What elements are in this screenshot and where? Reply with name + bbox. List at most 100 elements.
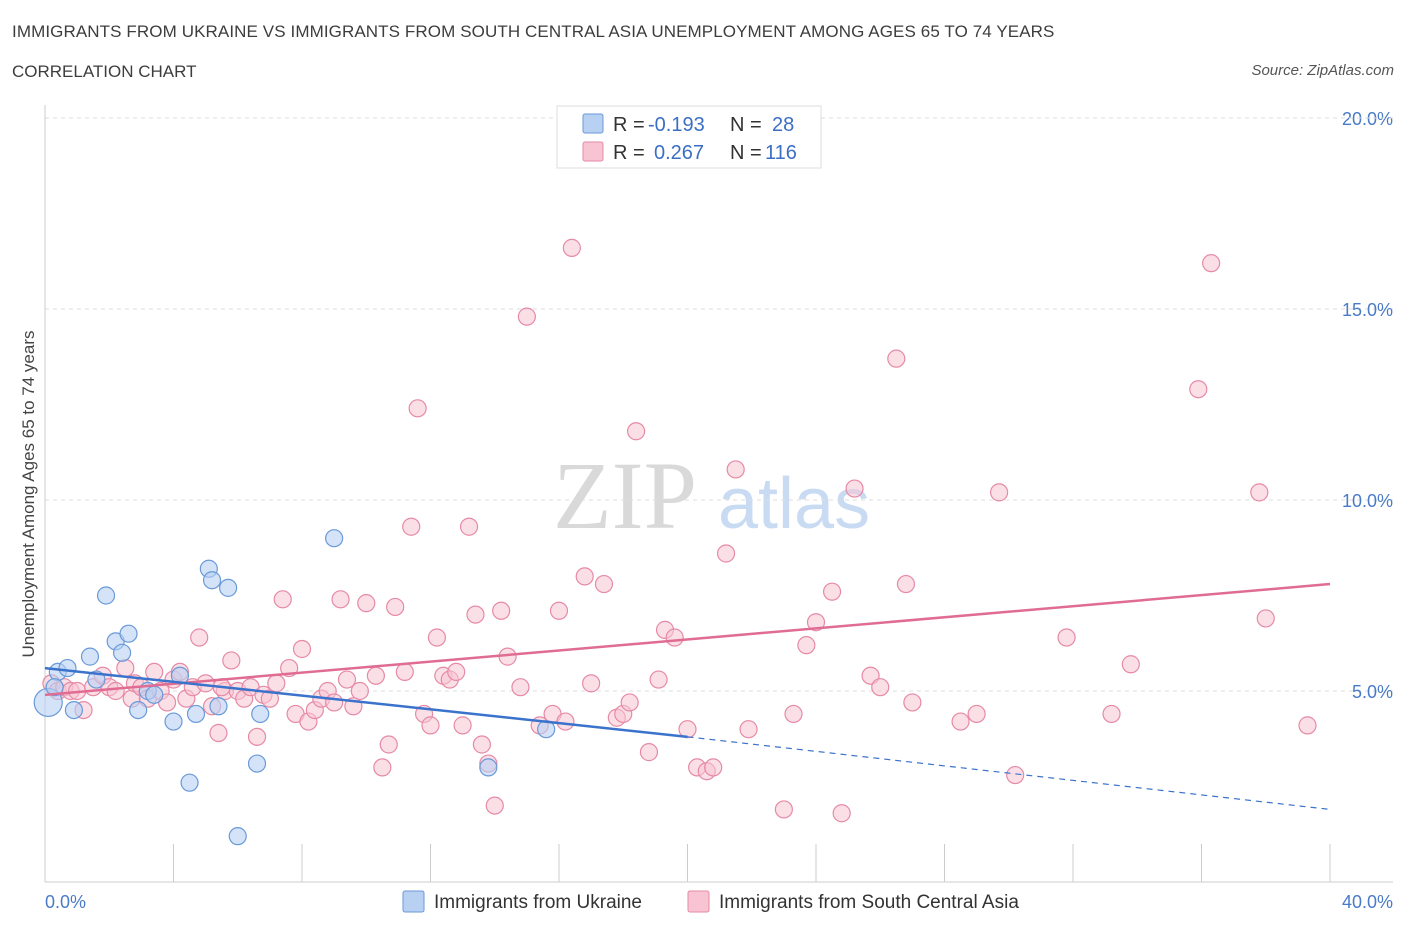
sca-point — [903, 693, 922, 712]
sca-trend-line — [44, 582, 1331, 697]
ukraine-trend-line — [44, 666, 688, 739]
source-label: Source: ZipAtlas.com — [1251, 62, 1394, 79]
sca-point — [887, 349, 906, 368]
sca-point — [447, 662, 466, 682]
sca-point — [350, 681, 369, 701]
sca-point — [1057, 628, 1076, 647]
ukraine-point — [219, 578, 238, 597]
sca-point — [967, 704, 986, 724]
y-tick-label: 5.0% — [1352, 682, 1393, 702]
sca-point — [386, 597, 405, 617]
sca-point — [784, 704, 803, 724]
sca-point — [492, 601, 511, 620]
ukraine-point — [64, 700, 84, 720]
sca-point — [620, 693, 639, 712]
x-tick-label-max: 40.0% — [1342, 892, 1393, 912]
ukraine-point — [228, 827, 247, 846]
legend: R = -0.193 N = 28 R = 0.267 N = 116 — [556, 105, 822, 169]
sca-point — [337, 670, 357, 689]
sca-point — [357, 594, 376, 613]
sca-point — [582, 674, 601, 693]
sca-point — [951, 712, 970, 731]
sca-point — [209, 723, 228, 743]
y-tick-label: 20.0% — [1342, 109, 1393, 129]
ukraine-point — [251, 704, 270, 724]
sca-point — [1256, 609, 1275, 628]
legend-n-value-ukraine: 28 — [772, 114, 794, 136]
sca-point — [247, 727, 267, 746]
sca-point — [1121, 655, 1140, 674]
legend-n-label-ukraine: N = — [730, 114, 762, 136]
sca-point — [511, 678, 530, 697]
sca-point — [190, 628, 209, 647]
sca-point — [797, 636, 816, 655]
ukraine-point — [119, 624, 138, 643]
sca-point — [716, 544, 736, 563]
ukraine-point — [45, 678, 64, 697]
ukraine-point — [96, 586, 116, 605]
ukraine-point — [58, 658, 77, 678]
ukraine-point — [209, 697, 228, 716]
bottom-legend-swatch-ukraine — [402, 890, 425, 913]
sca-point — [366, 666, 385, 685]
bottom-legend-label-ukraine: Immigrants from Ukraine — [434, 892, 642, 913]
sca-point — [373, 758, 392, 777]
sca-point — [549, 601, 569, 620]
ukraine-point — [186, 704, 206, 724]
sca-point — [665, 628, 684, 647]
ukraine-point — [80, 647, 100, 666]
axes — [44, 105, 1393, 883]
sca-point — [453, 716, 472, 735]
sca-point — [575, 567, 594, 586]
ukraine-point — [325, 529, 344, 548]
sca-point — [196, 674, 215, 693]
legend-r-label-sca: R = — [613, 142, 645, 164]
sca-point — [871, 678, 890, 697]
bottom-legend: Immigrants from Ukraine Immigrants from … — [402, 890, 1019, 913]
sca-point — [517, 307, 536, 326]
bottom-legend-label-sca: Immigrants from South Central Asia — [719, 892, 1019, 913]
watermark-atlas: atlas — [718, 464, 870, 544]
legend-r-value-ukraine: -0.193 — [648, 114, 705, 136]
legend-swatch-ukraine — [582, 113, 604, 134]
ukraine-point — [247, 754, 267, 773]
sca-point — [331, 590, 350, 609]
ukraine-point — [164, 712, 183, 731]
trend-lines — [44, 582, 1331, 811]
sca-point — [222, 651, 241, 670]
sca-point — [832, 804, 851, 823]
sca-point — [649, 670, 668, 689]
ukraine-point — [129, 700, 148, 720]
ukraine-point — [180, 773, 199, 792]
sca-point — [594, 574, 614, 594]
sca-point — [556, 712, 575, 731]
sca-point — [1006, 765, 1025, 785]
sca-point — [990, 483, 1009, 502]
sca-point — [379, 735, 398, 754]
sca-point — [739, 720, 758, 739]
legend-swatch-sca — [582, 141, 604, 162]
sca-point — [472, 735, 491, 754]
legend-n-label-sca: N = — [730, 142, 762, 164]
series-ukraine — [33, 529, 556, 846]
ukraine-point — [202, 571, 222, 590]
sca-point — [395, 662, 414, 682]
chart-subtitle: CORRELATION CHART — [12, 62, 197, 81]
sca-point — [267, 674, 286, 693]
chart-title: IMMIGRANTS FROM UKRAINE VS IMMIGRANTS FR… — [12, 22, 1055, 41]
sca-point — [639, 743, 659, 762]
ukraine-point — [145, 685, 164, 704]
sca-point — [678, 720, 697, 739]
sca-point — [845, 479, 864, 498]
sca-point — [292, 639, 312, 659]
gridlines: 5.0% 10.0% 15.0% 20.0% — [45, 109, 1393, 702]
sca-point — [1298, 716, 1317, 735]
legend-r-label-ukraine: R = — [613, 114, 645, 136]
sca-point — [1250, 483, 1269, 502]
sca-point — [325, 693, 344, 712]
sca-point — [145, 662, 164, 682]
legend-n-value-sca: 116 — [765, 142, 797, 164]
sca-point — [485, 796, 504, 815]
sca-point — [726, 460, 745, 479]
